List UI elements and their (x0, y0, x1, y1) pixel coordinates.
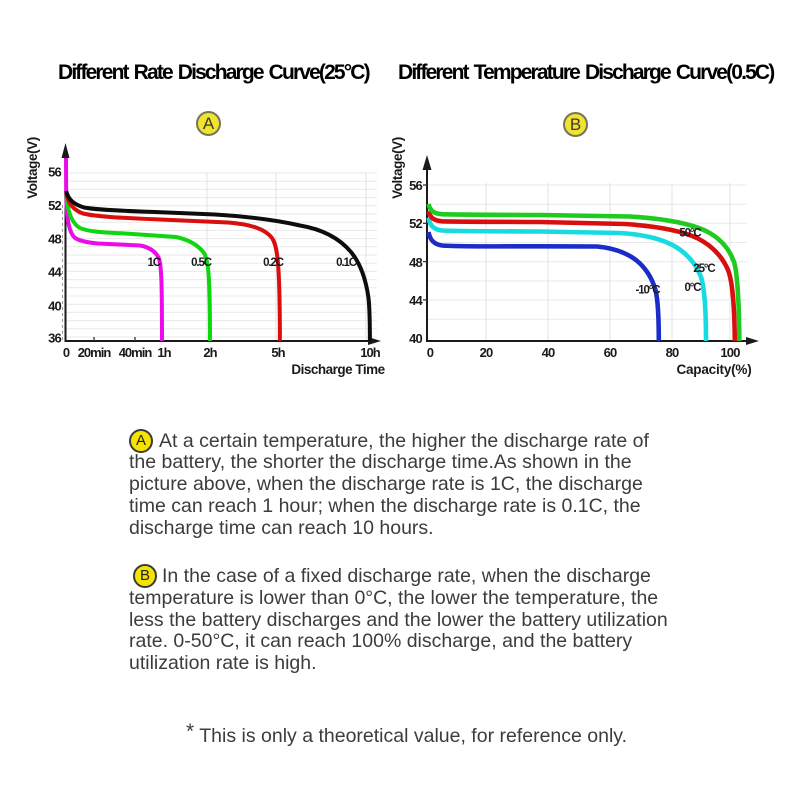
svg-text:56: 56 (409, 178, 422, 193)
svg-text:0: 0 (63, 345, 70, 360)
svg-text:44: 44 (409, 293, 423, 308)
svg-text:20: 20 (480, 345, 493, 360)
svg-text:25°C: 25°C (693, 263, 715, 275)
svg-text:Voltage(V): Voltage(V) (390, 137, 405, 199)
svg-text:1h: 1h (157, 345, 171, 360)
svg-text:2h: 2h (203, 345, 217, 360)
svg-text:40: 40 (542, 345, 555, 360)
svg-text:36: 36 (48, 331, 61, 346)
svg-text:-10°C: -10°C (635, 285, 660, 297)
svg-text:0: 0 (427, 345, 434, 360)
svg-text:0°C: 0°C (685, 282, 702, 294)
svg-text:10h: 10h (360, 345, 380, 360)
svg-text:0.2C: 0.2C (263, 257, 284, 269)
svg-text:52: 52 (409, 216, 422, 231)
svg-text:44: 44 (48, 265, 62, 280)
svg-text:5h: 5h (271, 345, 285, 360)
svg-text:56: 56 (48, 165, 61, 180)
svg-text:48: 48 (48, 232, 61, 247)
svg-text:1C: 1C (147, 257, 160, 269)
svg-text:Capacity(%): Capacity(%) (676, 362, 751, 377)
svg-text:Discharge Time: Discharge Time (291, 362, 385, 377)
svg-text:100: 100 (720, 345, 740, 360)
svg-text:48: 48 (409, 255, 422, 270)
svg-text:80: 80 (666, 345, 679, 360)
svg-text:0.5C: 0.5C (191, 257, 212, 269)
svg-text:50°C: 50°C (679, 228, 701, 240)
svg-text:52: 52 (48, 198, 61, 213)
svg-text:60: 60 (604, 345, 617, 360)
svg-text:Voltage(V): Voltage(V) (25, 137, 40, 199)
svg-text:0.1C: 0.1C (336, 257, 357, 269)
svg-text:20min: 20min (78, 345, 112, 360)
svg-text:40min: 40min (119, 345, 153, 360)
svg-text:40: 40 (48, 299, 61, 314)
svg-text:40: 40 (409, 331, 422, 346)
